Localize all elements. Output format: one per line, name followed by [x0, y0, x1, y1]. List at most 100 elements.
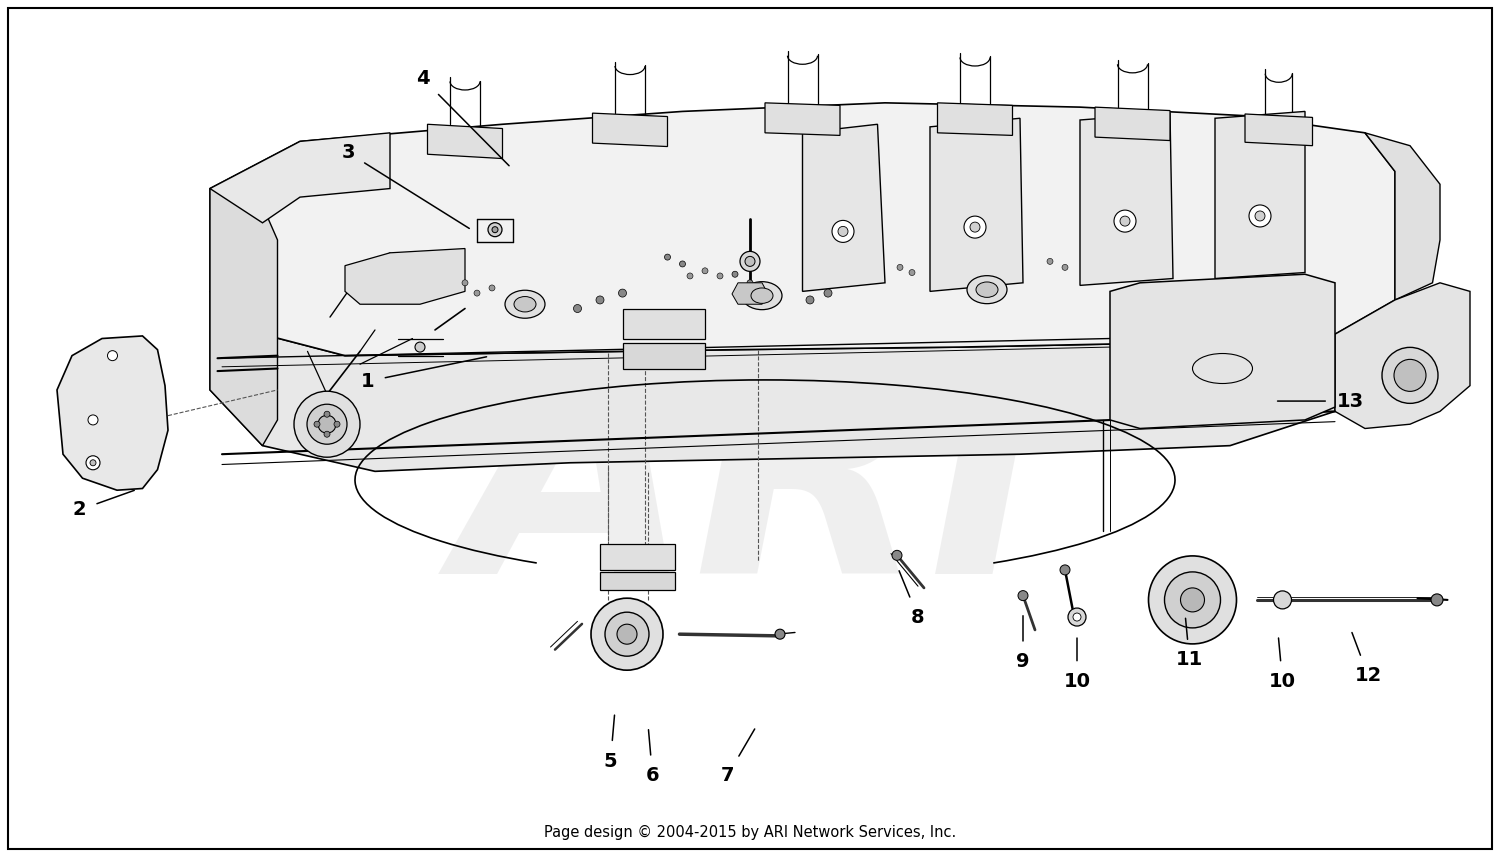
Text: 8: 8: [898, 571, 926, 626]
Circle shape: [964, 216, 986, 238]
Circle shape: [970, 222, 980, 232]
Circle shape: [833, 220, 854, 243]
Polygon shape: [345, 249, 465, 304]
Circle shape: [687, 273, 693, 279]
Circle shape: [462, 279, 468, 286]
Circle shape: [108, 351, 117, 361]
Ellipse shape: [742, 282, 782, 309]
Polygon shape: [1095, 107, 1170, 141]
Polygon shape: [1245, 114, 1312, 146]
Circle shape: [86, 456, 100, 470]
Circle shape: [318, 415, 336, 434]
Polygon shape: [592, 113, 668, 147]
Circle shape: [1431, 594, 1443, 606]
Circle shape: [1072, 613, 1082, 621]
Circle shape: [324, 411, 330, 417]
Circle shape: [596, 296, 604, 304]
Circle shape: [416, 342, 424, 352]
Text: 3: 3: [340, 143, 470, 229]
Circle shape: [740, 251, 760, 272]
Polygon shape: [1215, 111, 1305, 279]
Circle shape: [1394, 359, 1426, 392]
Circle shape: [591, 598, 663, 670]
Circle shape: [806, 296, 814, 304]
Circle shape: [324, 431, 330, 437]
Text: 2: 2: [72, 490, 135, 519]
Circle shape: [1060, 565, 1070, 575]
Polygon shape: [57, 336, 168, 490]
Ellipse shape: [976, 282, 998, 297]
Ellipse shape: [506, 291, 544, 318]
Circle shape: [334, 421, 340, 428]
Circle shape: [680, 261, 686, 267]
Polygon shape: [765, 103, 840, 135]
Text: 4: 4: [416, 69, 509, 165]
Text: 12: 12: [1352, 632, 1382, 685]
Ellipse shape: [514, 297, 535, 312]
Polygon shape: [210, 133, 390, 223]
Circle shape: [717, 273, 723, 279]
Polygon shape: [427, 124, 502, 159]
Polygon shape: [600, 544, 675, 570]
Polygon shape: [210, 189, 278, 446]
Text: 1: 1: [360, 357, 486, 391]
Circle shape: [1114, 210, 1136, 232]
Circle shape: [1180, 588, 1204, 612]
Circle shape: [616, 624, 638, 644]
Polygon shape: [210, 103, 1395, 356]
Circle shape: [1120, 216, 1130, 226]
Circle shape: [1149, 556, 1236, 644]
Circle shape: [618, 289, 627, 297]
Polygon shape: [732, 283, 768, 304]
Circle shape: [1019, 590, 1028, 601]
Circle shape: [664, 254, 670, 261]
Circle shape: [732, 271, 738, 278]
Text: Page design © 2004-2015 by ARI Network Services, Inc.: Page design © 2004-2015 by ARI Network S…: [544, 824, 956, 840]
Ellipse shape: [968, 276, 1006, 303]
Circle shape: [1164, 572, 1221, 628]
Circle shape: [892, 550, 902, 560]
Polygon shape: [1335, 283, 1470, 428]
Polygon shape: [802, 124, 885, 291]
Circle shape: [1256, 211, 1264, 221]
Polygon shape: [622, 343, 705, 369]
Circle shape: [489, 285, 495, 291]
Polygon shape: [930, 118, 1023, 291]
Text: 9: 9: [1017, 615, 1029, 671]
Circle shape: [88, 415, 98, 425]
Text: 10: 10: [1269, 638, 1296, 691]
Circle shape: [909, 269, 915, 276]
Circle shape: [1062, 264, 1068, 271]
Text: 11: 11: [1176, 618, 1203, 669]
Circle shape: [1274, 590, 1292, 609]
Polygon shape: [1365, 133, 1440, 300]
Polygon shape: [938, 103, 1013, 135]
Text: ARI: ARI: [458, 341, 1042, 638]
Text: 10: 10: [1064, 638, 1090, 691]
Circle shape: [702, 267, 708, 274]
Circle shape: [308, 405, 347, 444]
Circle shape: [1382, 347, 1438, 404]
Circle shape: [824, 289, 833, 297]
Text: 6: 6: [645, 729, 660, 785]
Polygon shape: [600, 572, 675, 590]
Circle shape: [1250, 205, 1270, 227]
Text: 7: 7: [720, 729, 754, 785]
Circle shape: [839, 226, 848, 237]
Circle shape: [746, 256, 754, 267]
Text: 5: 5: [603, 715, 618, 770]
Polygon shape: [1080, 113, 1173, 285]
Ellipse shape: [752, 288, 772, 303]
Circle shape: [747, 279, 753, 286]
Polygon shape: [622, 309, 705, 339]
Circle shape: [1068, 608, 1086, 626]
Circle shape: [294, 391, 360, 458]
Circle shape: [776, 629, 784, 639]
Polygon shape: [1110, 274, 1335, 428]
Circle shape: [474, 290, 480, 297]
Circle shape: [90, 459, 96, 466]
Text: 13: 13: [1278, 392, 1364, 411]
Circle shape: [492, 226, 498, 233]
Circle shape: [1047, 258, 1053, 265]
Circle shape: [314, 421, 320, 428]
